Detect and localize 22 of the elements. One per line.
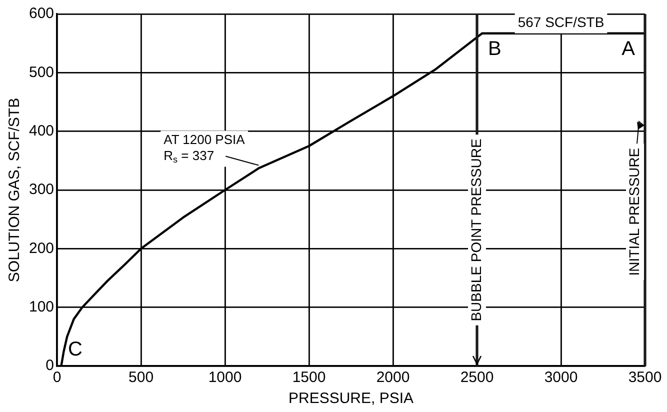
x-tick-label: 3500	[628, 369, 662, 386]
x-tick-label: 500	[128, 369, 154, 386]
annotation: A	[622, 38, 636, 60]
ref-line-label: BUBBLE POINT PRESSURE	[468, 138, 484, 322]
y-tick-label: 300	[28, 181, 54, 198]
x-tick-label: 1000	[208, 369, 242, 386]
annotation: 567 SCF/STB	[518, 14, 604, 30]
ref-line-label: INITIAL PRESSURE	[626, 148, 642, 276]
y-tick-label: 400	[28, 122, 54, 140]
y-tick-label: 200	[28, 240, 54, 257]
y-tick-label: 600	[28, 5, 54, 22]
x-tick-label: 2500	[460, 369, 494, 386]
annotation: B	[488, 38, 502, 60]
x-tick-label: 2000	[376, 369, 410, 386]
x-tick-label: 1500	[292, 369, 326, 386]
x-axis-title: PRESSURE, PSIA	[288, 390, 414, 408]
y-tick-label: 0	[46, 357, 54, 374]
y-tick-label: 500	[28, 64, 54, 81]
y-axis-title: SOLUTION GAS, SCF/STB	[6, 98, 24, 282]
x-tick-label: 3000	[544, 369, 578, 386]
annotation: C	[68, 338, 82, 361]
y-tick-label: 100	[28, 298, 54, 316]
